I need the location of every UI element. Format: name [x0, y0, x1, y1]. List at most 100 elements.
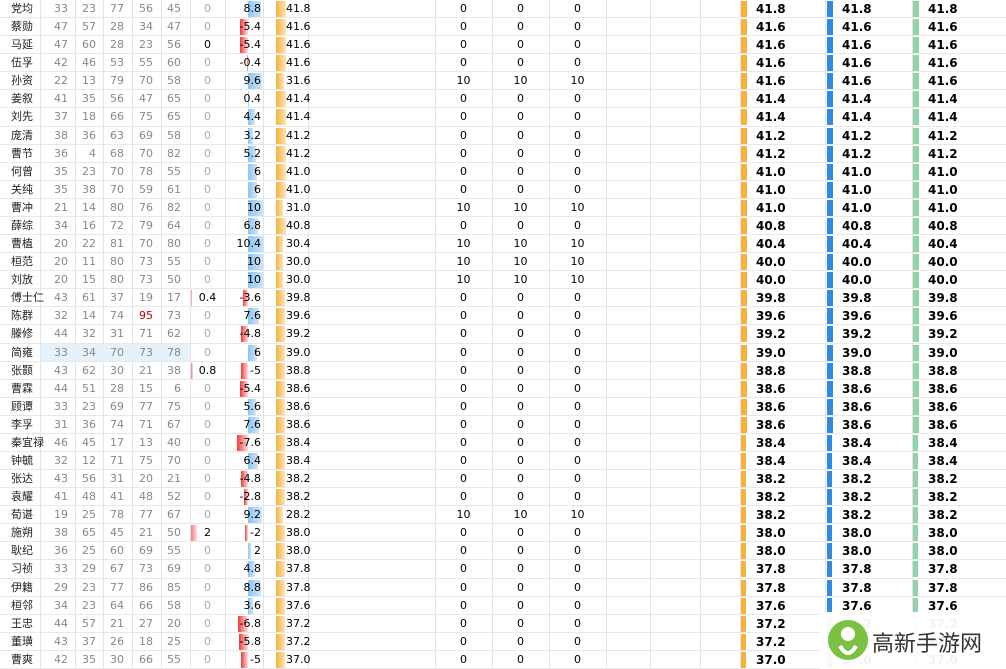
- stat-cell: 65: [167, 110, 181, 124]
- stat-cell: 23: [82, 580, 96, 594]
- watermark: 高新手游网: [820, 612, 1006, 669]
- value-cell: 0: [574, 526, 581, 540]
- value-cell: 30.0: [286, 255, 311, 269]
- data-bar: [276, 633, 285, 650]
- stat-cell: 61: [82, 291, 96, 305]
- total-cell: 39.8: [928, 291, 958, 306]
- total-cell: 39.6: [756, 309, 786, 324]
- value-cell: 10: [513, 74, 528, 88]
- total-cell: 38.6: [842, 417, 872, 432]
- data-bar: [741, 181, 747, 198]
- stat-cell: 78: [139, 164, 153, 178]
- value-cell: 10: [513, 273, 528, 287]
- data-bar: [741, 651, 747, 668]
- total-cell: 38.0: [928, 544, 958, 559]
- data-bar: [741, 362, 747, 379]
- data-bar: [248, 163, 257, 180]
- stat-cell: 70: [139, 146, 153, 160]
- data-bar: [276, 543, 286, 560]
- value-cell: 0: [460, 128, 467, 142]
- stat-cell: 38: [82, 182, 96, 196]
- data-bar: [741, 19, 747, 36]
- column-line: [225, 0, 226, 669]
- name-cell: 耿纪: [11, 544, 33, 558]
- stat-cell: 77: [139, 508, 153, 522]
- total-cell: 39.0: [756, 345, 786, 360]
- stat-cell: 77: [110, 580, 124, 594]
- data-bar: [248, 73, 263, 90]
- data-bar: [913, 561, 919, 578]
- data-bar: [276, 651, 285, 668]
- row-line: [0, 595, 1006, 597]
- stat-cell: 28: [110, 38, 124, 52]
- value-cell: 0: [574, 110, 581, 124]
- data-bar: [248, 1, 262, 17]
- stat-cell: 50: [167, 526, 181, 540]
- stat-cell: 43: [54, 291, 68, 305]
- value-cell: 7.6: [243, 417, 262, 431]
- row-line: [0, 107, 1006, 109]
- total-cell: 41.6: [842, 38, 872, 53]
- stat-cell: 42: [54, 56, 68, 70]
- value-cell: 4.8: [243, 562, 262, 576]
- value-cell: 0: [517, 92, 524, 106]
- stat-cell: 60: [167, 56, 181, 70]
- data-bar: [827, 181, 833, 198]
- data-bar: [276, 561, 285, 578]
- data-bar: [741, 398, 747, 415]
- value-cell: 0: [517, 562, 524, 576]
- value-cell: 0: [574, 652, 581, 666]
- column-line: [263, 0, 264, 669]
- column-line: [40, 0, 41, 669]
- row-line: [0, 288, 1006, 290]
- value-cell: 0.8: [198, 363, 217, 377]
- data-bar: [827, 290, 833, 307]
- value-cell: 0: [460, 345, 467, 359]
- data-bar: [239, 37, 248, 54]
- column-line: [132, 0, 133, 669]
- value-cell: 10: [456, 255, 471, 269]
- data-bar: [827, 453, 833, 469]
- row-line: [0, 17, 1006, 19]
- name-cell: 滕修: [11, 327, 33, 341]
- data-bar: [248, 181, 257, 198]
- value-cell: 0: [460, 580, 467, 594]
- data-bar: [276, 362, 286, 379]
- total-cell: 38.0: [928, 526, 958, 541]
- value-cell: 38.4: [286, 435, 311, 449]
- value-cell: 40.8: [286, 218, 311, 232]
- stat-cell: 33: [54, 345, 68, 359]
- value-cell: -0.4: [239, 56, 261, 70]
- data-bar: [913, 181, 919, 198]
- total-cell: 40.0: [928, 273, 958, 288]
- stat-cell: 20: [54, 273, 68, 287]
- data-bar: [913, 217, 919, 234]
- stat-cell: 20: [54, 255, 68, 269]
- stat-cell: 70: [139, 74, 153, 88]
- stat-cell: 35: [54, 182, 68, 196]
- value-cell: 0: [204, 56, 211, 70]
- value-cell: 41.0: [286, 182, 311, 196]
- value-cell: 0: [574, 399, 581, 413]
- stat-cell: 63: [110, 128, 124, 142]
- value-cell: 0: [574, 417, 581, 431]
- value-cell: 0: [204, 652, 211, 666]
- stat-cell: 50: [167, 273, 181, 287]
- value-cell: 37.8: [286, 562, 311, 576]
- name-cell: 何曾: [11, 164, 33, 178]
- value-cell: 0: [460, 399, 467, 413]
- name-cell: 关纯: [11, 182, 33, 196]
- value-cell: 38.0: [286, 544, 311, 558]
- stat-cell: 31: [54, 417, 68, 431]
- stat-cell: 27: [139, 616, 153, 630]
- data-bar: [245, 525, 248, 542]
- value-cell: 0: [204, 454, 211, 467]
- stat-cell: 6: [174, 381, 181, 395]
- value-cell: 0: [517, 526, 524, 540]
- stat-cell: 77: [110, 2, 124, 15]
- total-cell: 41.4: [842, 110, 872, 125]
- data-bar: [248, 272, 263, 289]
- stat-cell: 34: [54, 598, 68, 612]
- stat-cell: 18: [139, 634, 153, 648]
- stat-cell: 69: [139, 544, 153, 558]
